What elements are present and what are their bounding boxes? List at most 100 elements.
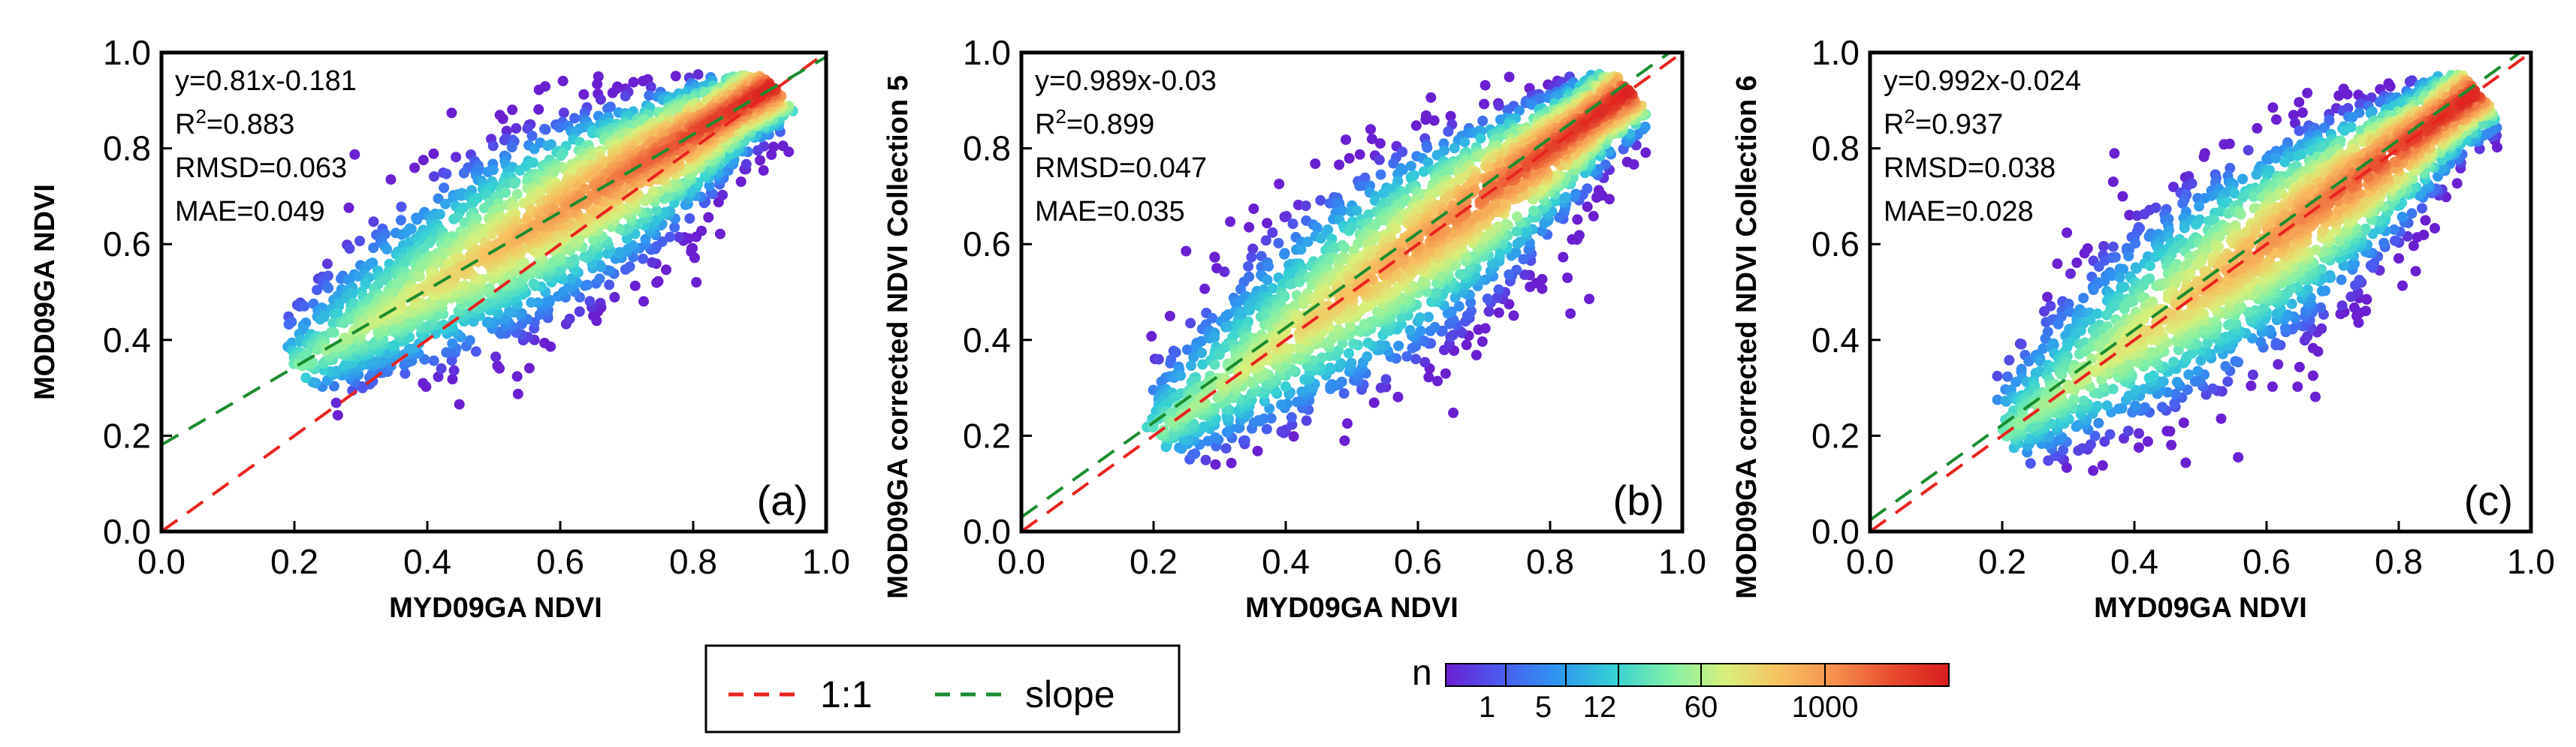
density-point <box>1425 92 1437 103</box>
density-point <box>1339 435 1350 446</box>
panel-b: 0.0 0.2 0.4 0.6 0.8 1.00.00.20.40.60.81.0 MYD… <box>882 33 1706 624</box>
density-point <box>1432 375 1443 387</box>
density-point <box>499 134 510 146</box>
density-point <box>644 90 655 101</box>
density-point <box>1315 194 1326 206</box>
panel-label-a: (a) <box>757 477 808 524</box>
density-point <box>669 221 680 233</box>
density-point <box>528 157 538 168</box>
density-point <box>346 288 357 300</box>
density-point <box>674 231 685 242</box>
density-point <box>1146 330 1157 342</box>
density-point <box>1209 252 1220 263</box>
density-point <box>735 176 747 187</box>
density-point <box>1473 324 1484 335</box>
density-point <box>684 213 695 224</box>
density-point <box>1276 426 1287 437</box>
density-point <box>343 202 354 213</box>
density-point <box>1342 418 1353 429</box>
density-point <box>1380 374 1392 385</box>
density-point <box>494 363 505 374</box>
density-point <box>1414 312 1425 323</box>
density-point <box>1374 154 1385 165</box>
density-point <box>493 203 505 214</box>
density-point <box>1640 147 1651 158</box>
density-point <box>1253 414 1264 426</box>
density-point <box>741 158 752 170</box>
density-point <box>1252 445 1263 456</box>
density-point <box>546 139 557 150</box>
density-point <box>300 372 312 384</box>
density-point <box>569 113 580 124</box>
density-point <box>428 355 439 366</box>
density-point <box>1368 397 1380 408</box>
density-point <box>1419 357 1431 368</box>
density-point <box>526 131 538 141</box>
density-scatter-a <box>282 69 798 421</box>
density-point <box>529 143 540 155</box>
density-point <box>1558 252 1569 263</box>
density-point <box>629 280 641 291</box>
density-point <box>451 152 462 163</box>
density-point <box>1244 221 1255 233</box>
density-point <box>691 277 702 288</box>
density-point <box>459 280 470 291</box>
density-point <box>584 296 596 307</box>
density-point <box>638 253 649 264</box>
density-point <box>433 371 444 382</box>
density-point <box>433 193 444 204</box>
density-point <box>592 79 603 90</box>
density-point <box>1200 454 1211 465</box>
density-point <box>470 346 481 357</box>
density-point <box>447 338 458 349</box>
density-point <box>507 104 518 116</box>
density-point <box>406 224 417 235</box>
density-point <box>483 316 493 327</box>
density-point <box>1479 98 1490 110</box>
density-point <box>1572 214 1583 225</box>
density-point <box>503 306 514 318</box>
y-tick-label: 0.6 <box>103 224 151 264</box>
density-point <box>1344 152 1355 164</box>
x-tick-label: 0.6 <box>536 542 584 581</box>
x-tick-label: 0.4 <box>403 542 451 581</box>
density-point <box>478 203 490 214</box>
density-point <box>533 84 544 95</box>
density-point <box>400 368 411 379</box>
density-point <box>1208 332 1220 343</box>
density-point <box>1273 237 1284 248</box>
density-point <box>563 282 574 293</box>
density-point <box>1504 71 1515 83</box>
density-point <box>1483 306 1495 317</box>
density-point <box>1429 321 1440 333</box>
density-point <box>1567 233 1578 245</box>
density-point <box>1493 307 1504 318</box>
density-point <box>579 280 590 291</box>
density-point <box>558 107 569 119</box>
density-point <box>587 190 598 201</box>
density-point <box>1262 218 1273 229</box>
density-point <box>758 165 769 176</box>
density-point <box>464 335 475 346</box>
density-point <box>1422 142 1433 153</box>
density-point <box>703 212 714 223</box>
density-point <box>328 327 339 339</box>
density-point <box>638 296 650 307</box>
density-point <box>500 187 511 198</box>
density-point <box>1477 336 1488 347</box>
density-point <box>1410 120 1422 131</box>
density-point <box>604 279 615 291</box>
density-point <box>1238 435 1249 447</box>
density-point <box>540 124 551 135</box>
density-point <box>611 83 623 94</box>
density-point <box>1175 370 1187 381</box>
density-point <box>1279 248 1290 260</box>
density-point <box>1512 211 1522 222</box>
density-point <box>1210 459 1221 470</box>
x-tick-label: 0.8 <box>669 542 717 581</box>
density-point <box>454 399 465 410</box>
density-point <box>1248 203 1259 214</box>
density-point <box>542 295 553 306</box>
density-point <box>367 258 379 269</box>
density-point <box>665 231 676 242</box>
